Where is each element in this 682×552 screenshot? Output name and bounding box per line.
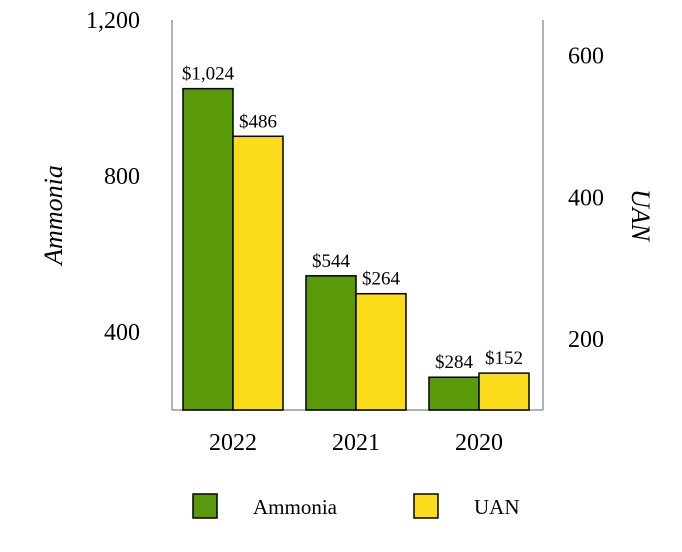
bar-uan-2021: [355, 292, 407, 411]
right-tick-label: 200: [568, 327, 604, 353]
category-labels: 2022 2021 2020: [209, 430, 503, 456]
legend-label-uan: UAN: [474, 495, 520, 519]
right-axis-title: UAN: [626, 189, 655, 243]
left-tick-label: 800: [104, 164, 140, 190]
bar-uan-2022: [232, 135, 284, 411]
bar-ammonia-2021: [305, 275, 357, 411]
category-label: 2022: [209, 430, 257, 456]
legend-label-ammonia: Ammonia: [253, 495, 338, 519]
legend: Ammonia UAN: [192, 493, 520, 519]
right-axis-ticks: 200 400 600: [568, 43, 604, 353]
data-label: $1,024: [182, 64, 235, 85]
left-tick-label: 400: [104, 320, 140, 346]
bars-group: $1,024 $486 $544 $264 $284 $152: [182, 64, 530, 411]
data-label: $486: [239, 111, 277, 132]
left-axis-title: Ammonia: [39, 165, 68, 267]
data-label: $264: [362, 269, 401, 290]
legend-swatch-ammonia: [192, 493, 218, 519]
data-label: $152: [485, 348, 523, 369]
category-label: 2021: [332, 430, 380, 456]
category-label: 2020: [455, 430, 503, 456]
data-label: $544: [312, 251, 351, 272]
bar-ammonia-2022: [182, 87, 234, 411]
bar-ammonia-2020: [428, 376, 480, 411]
left-tick-label: 1,200: [86, 8, 140, 34]
right-tick-label: 600: [568, 43, 604, 69]
data-label: $284: [435, 352, 474, 373]
left-axis-ticks: 400 800 1,200: [86, 8, 140, 346]
bar-uan-2020: [478, 372, 530, 411]
right-tick-label: 400: [568, 185, 604, 211]
legend-swatch-uan: [413, 493, 439, 519]
